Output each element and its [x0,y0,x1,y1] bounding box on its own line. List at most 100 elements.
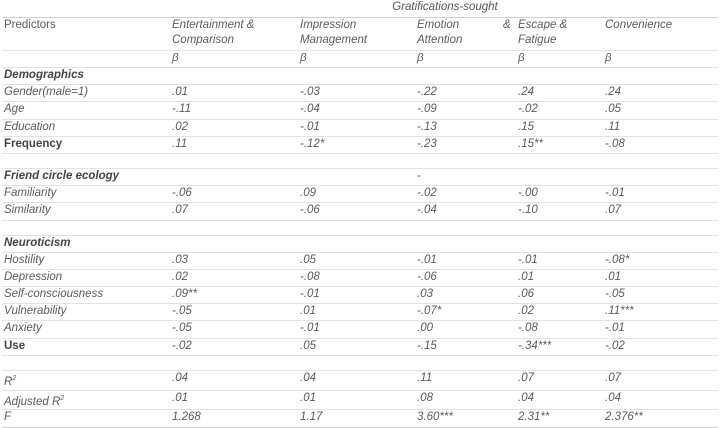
beta-label: β [170,50,298,68]
cell-value: -.15 [415,337,516,356]
cell-value: -.23 [415,135,516,154]
cell-value: 2.31** [516,409,603,428]
table-row: F 1.268 1.17 3.60*** 2.31** 2.376** [2,409,718,428]
cell-value: .01 [298,389,415,410]
cell-value: -.34*** [516,337,603,356]
cell-value: -.06 [170,185,298,203]
cell-value: -.02 [516,101,603,120]
table-row: Hostility .03 .05 -.01 -.01 -.08* [2,251,718,270]
cell-value: -.05 [170,303,298,321]
table-row: Anxiety -.05 -.01 .00 -.08 -.01 [2,320,718,339]
cell-value: -.08 [603,135,718,154]
row-label: Depression [2,268,170,287]
cell-value: -.09 [415,101,516,120]
spacer-row [2,219,718,235]
cell-value: .09** [170,286,298,304]
col-header-escape: Escape & Fatigue [516,17,603,51]
cell-value: .07 [516,369,603,391]
cell-value: -.01 [603,185,718,203]
cell-value: -.01 [298,286,415,304]
cell-value: -.08* [603,251,718,270]
cell-value: .11 [603,118,718,137]
cell-value: .05 [603,101,718,120]
cell-value: .09 [298,185,415,203]
cell-value: -.10 [516,202,603,220]
row-label: Anxiety [2,320,170,339]
cell-value: -.01 [603,320,718,339]
cell-value: .15 [516,118,603,137]
group-header: Gratifications-sought [392,1,498,13]
beta-label: β [516,50,603,68]
cell-value: .01 [603,268,718,287]
cell-value: -.02 [170,337,298,356]
cell-value: -.02 [603,337,718,356]
col-header-emotion: Emotion Attention & [415,17,516,51]
row-label: R2 [2,369,170,391]
cell-value: .01 [298,303,415,321]
cell-value: .08 [415,389,516,410]
row-label: Vulnerability [2,303,170,321]
col-header-impression: Impression Management [298,17,415,51]
cell-value: -.01 [415,251,516,270]
table-row: Gender(male=1) .01 -.03 -.22 .24 .24 [2,84,718,102]
cell-value: .01 [516,268,603,287]
cell-value: 1.268 [170,409,298,428]
cell-value: -.12* [298,135,415,154]
cell-value: -.08 [298,268,415,287]
cell-value: -.01 [298,118,415,137]
cell-value: -.03 [298,84,415,102]
cell-value: .07 [170,202,298,220]
cell-value: .04 [603,389,718,410]
cell-value: .07 [603,202,718,220]
row-label: Hostility [2,251,170,270]
cell-value: .11 [415,369,516,391]
row-label: Education [2,118,170,137]
cell-value: -.11 [170,101,298,120]
section-neuroticism: Neuroticism [2,234,170,253]
row-label: Familiarity [2,185,170,203]
table-row: Use -.02 .05 -.15 -.34*** -.02 [2,337,718,356]
cell-value: .05 [298,337,415,356]
table-row: Self-consciousness .09** -.01 .03 .06 -.… [2,286,718,304]
cell-value: .03 [415,286,516,304]
section-row: Friend circle ecology - [2,167,718,186]
cell-value: 2.376** [603,409,718,428]
col-header-convenience: Convenience [603,17,718,51]
cell-value: .06 [516,286,603,304]
table-row: Vulnerability -.05 .01 -.07* .02 .11*** [2,303,718,321]
cell-value: -.06 [415,268,516,287]
col-header-emotion-text: Emotion Attention [417,19,463,46]
cell-value: .24 [603,84,718,102]
cell-value: .11 [170,135,298,154]
cell-value: -.05 [170,320,298,339]
cell-value: -.05 [603,286,718,304]
table-row: Adjusted R2 .01 .01 .08 .04 .04 [2,389,718,410]
col-header-emotion-amp: & [503,19,511,31]
cell-value: .04 [516,389,603,410]
table-row: Frequency .11 -.12* -.23 .15** -.08 [2,135,718,154]
table-row: Depression .02 -.08 -.06 .01 .01 [2,268,718,287]
cell-value: .24 [516,84,603,102]
beta-label: β [298,50,415,68]
cell-value: .00 [415,320,516,339]
cell-value: .15** [516,135,603,154]
header-row: Predictors Entertainment & Comparison Im… [2,17,718,51]
cell-value: -.00 [516,185,603,203]
regression-table: Predictors Entertainment & Comparison Im… [2,17,718,428]
cell-value: -.04 [415,202,516,220]
cell-value: -.13 [415,118,516,137]
row-label: F [2,409,170,428]
cell-value: -.22 [415,84,516,102]
table-row: R2 .04 .04 .11 .07 .07 [2,369,718,391]
row-label: Age [2,101,170,120]
col-header-entertainment: Entertainment & Comparison [170,17,298,51]
cell-value: .11*** [603,303,718,321]
cell-value: .03 [170,251,298,270]
cell-value: -.06 [298,202,415,220]
section-row: Neuroticism [2,234,718,253]
cell-value: -.01 [516,251,603,270]
cell-value: -.04 [298,101,415,120]
cell-value: .02 [516,303,603,321]
section-row: Demographics [2,66,718,85]
